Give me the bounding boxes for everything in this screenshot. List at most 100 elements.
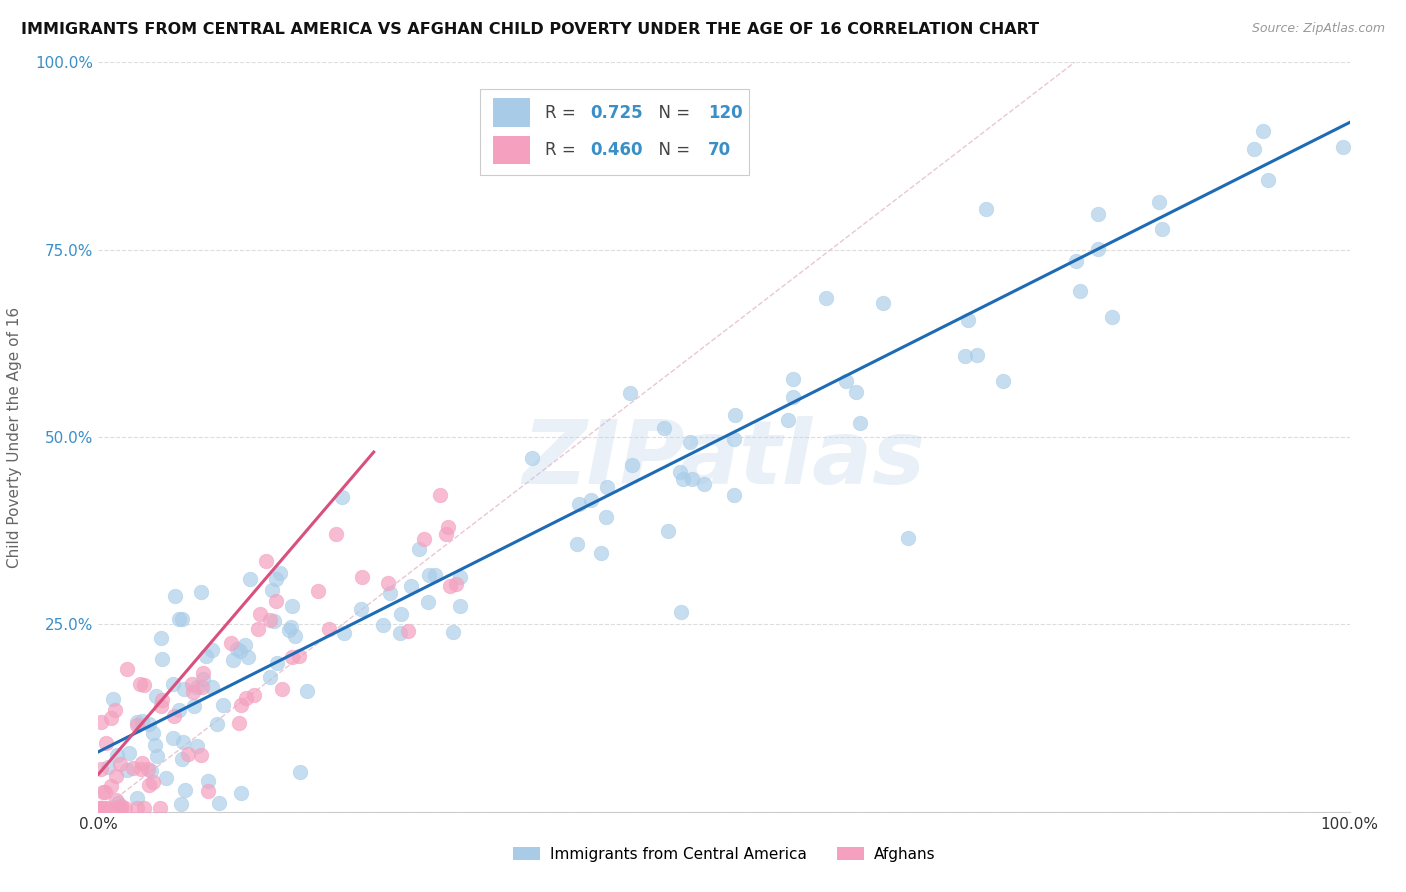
Point: [212, 698, 235, 713]
Point: [1147, 194, 1170, 209]
Point: [449, 570, 471, 584]
Point: [110, 801, 132, 815]
Point: [105, 769, 128, 783]
Point: [104, 703, 127, 717]
Point: [596, 480, 619, 494]
Point: [118, 746, 141, 760]
Point: [568, 498, 591, 512]
Point: [263, 614, 285, 628]
Point: [142, 775, 165, 789]
Point: [194, 648, 217, 663]
Text: ZIPatlas: ZIPatlas: [523, 416, 925, 503]
Text: R =: R =: [546, 141, 581, 159]
Point: [264, 594, 287, 608]
Point: [127, 791, 149, 805]
Point: [94, 801, 117, 815]
Point: [281, 599, 304, 613]
Point: [657, 524, 679, 538]
Point: [190, 585, 212, 599]
Point: [378, 586, 401, 600]
Point: [107, 796, 129, 810]
Point: [115, 662, 138, 676]
Point: [132, 801, 155, 815]
Point: [177, 747, 200, 761]
Point: [619, 386, 641, 401]
Point: [146, 749, 169, 764]
Point: [283, 630, 305, 644]
Point: [170, 797, 193, 812]
Point: [307, 583, 329, 598]
Point: [1087, 207, 1109, 221]
Point: [131, 756, 153, 771]
Point: [90, 714, 112, 729]
FancyBboxPatch shape: [479, 88, 749, 175]
Point: [100, 710, 122, 724]
Point: [281, 649, 304, 664]
Point: [91, 785, 114, 799]
Y-axis label: Child Poverty Under the Age of 16: Child Poverty Under the Age of 16: [7, 307, 21, 567]
Point: [173, 682, 195, 697]
Point: [429, 488, 451, 502]
Point: [110, 801, 132, 815]
Point: [90, 801, 112, 815]
Point: [183, 698, 205, 713]
Point: [197, 774, 219, 789]
Point: [105, 801, 128, 815]
Point: [1253, 124, 1275, 138]
Point: [226, 641, 249, 656]
Point: [814, 291, 837, 305]
Point: [172, 735, 194, 749]
Point: [90, 801, 112, 815]
Point: [350, 569, 373, 583]
Point: [201, 642, 224, 657]
Point: [138, 717, 160, 731]
Point: [318, 622, 340, 636]
Point: [333, 625, 356, 640]
Point: [953, 349, 976, 363]
Text: N =: N =: [648, 103, 695, 121]
Text: IMMIGRANTS FROM CENTRAL AMERICA VS AFGHAN CHILD POVERTY UNDER THE AGE OF 16 CORR: IMMIGRANTS FROM CENTRAL AMERICA VS AFGHA…: [21, 22, 1039, 37]
Point: [129, 762, 152, 776]
Point: [377, 575, 399, 590]
Point: [167, 612, 190, 626]
Point: [693, 476, 716, 491]
Point: [229, 643, 252, 657]
Point: [221, 636, 243, 650]
Point: [205, 717, 228, 731]
Point: [723, 488, 745, 502]
Text: 0.460: 0.460: [591, 141, 643, 159]
Point: [249, 607, 271, 622]
Point: [1331, 140, 1354, 154]
Point: [132, 678, 155, 692]
Point: [278, 624, 301, 638]
Point: [966, 348, 988, 362]
Point: [412, 533, 434, 547]
Point: [288, 648, 311, 663]
Point: [1150, 222, 1173, 236]
Point: [1087, 242, 1109, 256]
Point: [190, 748, 212, 763]
Point: [681, 472, 703, 486]
Point: [229, 786, 252, 800]
Point: [418, 595, 440, 609]
Point: [110, 799, 132, 814]
Bar: [492, 98, 530, 127]
Point: [399, 579, 422, 593]
Point: [782, 372, 804, 386]
Point: [110, 756, 132, 771]
Point: [186, 680, 208, 694]
Point: [669, 465, 692, 479]
Point: [170, 612, 193, 626]
Point: [418, 567, 440, 582]
Point: [260, 583, 283, 598]
Point: [131, 714, 153, 729]
Point: [396, 624, 419, 638]
Text: 120: 120: [707, 103, 742, 121]
Point: [520, 450, 543, 465]
Point: [197, 784, 219, 798]
Point: [449, 599, 471, 613]
Point: [138, 762, 160, 776]
Point: [679, 435, 702, 450]
Point: [145, 689, 167, 703]
Point: [96, 736, 118, 750]
